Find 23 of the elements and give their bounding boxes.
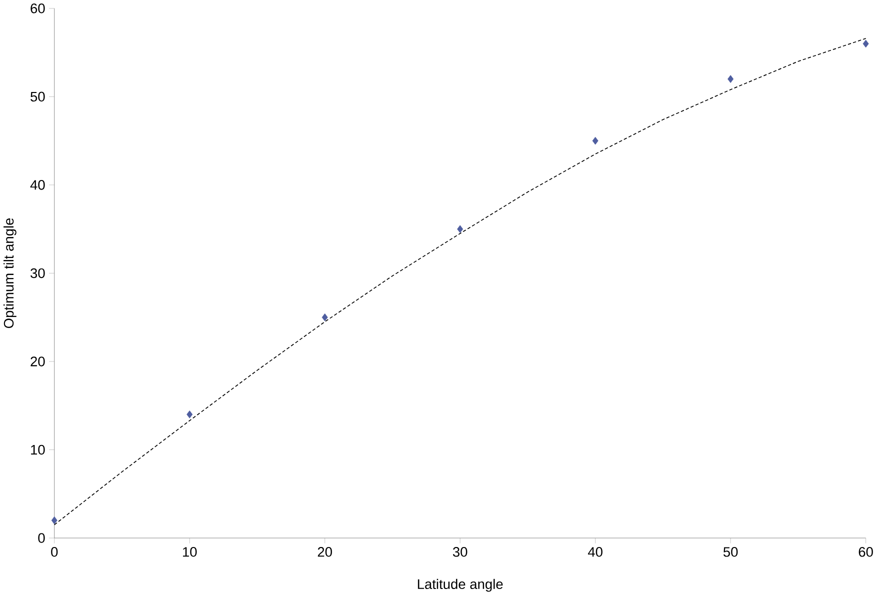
y-tick-label: 0 <box>38 532 45 543</box>
y-tick-label: 20 <box>30 356 45 366</box>
x-tick-label: 40 <box>588 546 602 557</box>
x-tick-label: 0 <box>51 546 58 557</box>
x-tick-label: 20 <box>318 546 332 557</box>
y-tick-label: 60 <box>30 3 45 14</box>
point <box>728 74 734 83</box>
y-tick-label: 30 <box>30 268 45 278</box>
x-axis-title: Latitude angle <box>418 578 503 592</box>
x-tick-label: 50 <box>723 546 738 557</box>
y-axis-title: Optimum tilt angle <box>4 218 16 328</box>
y-tick-label: 50 <box>30 92 45 102</box>
y-tick-label: 40 <box>30 180 45 190</box>
point <box>592 136 598 145</box>
point <box>51 516 58 524</box>
point <box>322 313 328 322</box>
y-tick-label: 10 <box>31 444 45 454</box>
x-tick-label: 10 <box>182 546 197 557</box>
point <box>862 40 869 48</box>
x-tick-label: 30 <box>452 546 468 557</box>
point <box>457 225 464 233</box>
x-tick-label: 60 <box>858 546 873 557</box>
point <box>186 410 193 418</box>
